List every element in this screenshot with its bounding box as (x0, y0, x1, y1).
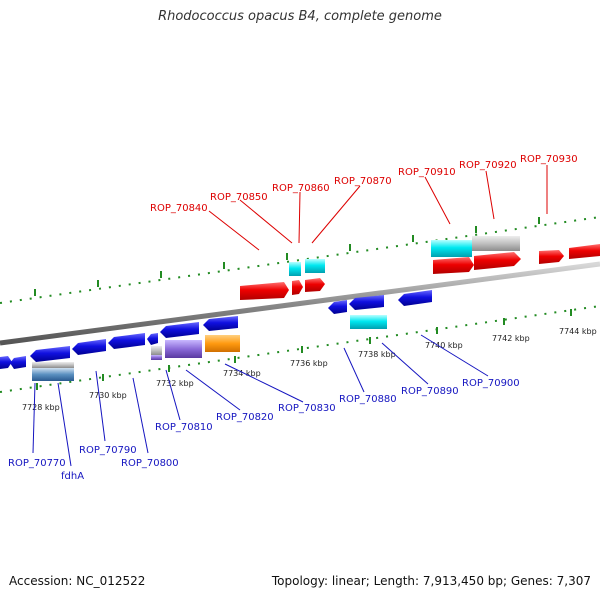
gene-box[interactable] (472, 236, 520, 251)
gene-arrow[interactable] (72, 339, 106, 355)
gene-arrow[interactable] (147, 333, 158, 345)
gene-box[interactable] (32, 362, 74, 368)
gene-box[interactable] (151, 346, 162, 355)
scale-labels: 7728 kbp 7730 kbp 7732 kbp 7734 kbp 7736… (22, 327, 597, 412)
gene-label[interactable]: ROP_70770 (8, 458, 66, 469)
scale-label: 7732 kbp (156, 379, 194, 388)
upper-major-ticks (34, 217, 540, 296)
gene-arrow[interactable] (160, 322, 199, 338)
gene-box[interactable] (305, 259, 325, 273)
scale-label: 7742 kbp (492, 334, 530, 343)
scale-label: 7728 kbp (22, 403, 60, 412)
gene-label[interactable]: ROP_70870 (334, 176, 392, 187)
gene-arrow[interactable] (0, 356, 12, 369)
scale-label: 7734 kbp (223, 369, 261, 378)
gene-label[interactable]: ROP_70860 (272, 183, 330, 194)
upper-tick-track (0, 216, 600, 304)
scale-label: 7730 kbp (89, 391, 127, 400)
lower-major-ticks (36, 309, 572, 390)
gene-label[interactable]: ROP_70890 (401, 386, 459, 397)
scale-label: 7740 kbp (425, 341, 463, 350)
gene-arrow[interactable] (305, 278, 325, 292)
lower-strand-genes (0, 290, 432, 381)
gene-label[interactable]: ROP_70920 (459, 160, 517, 171)
scale-label: 7738 kbp (358, 350, 396, 359)
gene-arrow[interactable] (433, 257, 474, 274)
lower-tick-track (0, 305, 600, 393)
upper-gene-labels: ROP_70840 ROP_70850 ROP_70860 ROP_70870 … (150, 154, 578, 214)
gene-label[interactable]: ROP_70850 (210, 192, 268, 203)
upper-leader-lines (208, 165, 548, 251)
genome-backbone (0, 261, 600, 346)
scale-label: 7736 kbp (290, 359, 328, 368)
gene-label[interactable]: ROP_70810 (155, 422, 213, 433)
gene-box[interactable] (205, 335, 240, 352)
gene-box[interactable] (431, 240, 472, 257)
gene-arrow[interactable] (10, 356, 26, 369)
gene-arrow[interactable] (569, 244, 600, 259)
gene-arrow[interactable] (349, 295, 384, 310)
gene-label[interactable]: ROP_70830 (278, 403, 336, 414)
gene-box[interactable] (289, 262, 301, 276)
gene-arrow[interactable] (30, 346, 70, 362)
gene-arrow[interactable] (240, 282, 289, 300)
gene-label[interactable]: ROP_70790 (79, 445, 137, 456)
gene-arrow[interactable] (203, 316, 238, 331)
gene-label[interactable]: ROP_70910 (398, 167, 456, 178)
gene-arrow[interactable] (328, 300, 347, 314)
gene-arrow[interactable] (398, 290, 432, 306)
map-title: Rhodococcus opacus B4, complete genome (158, 9, 442, 24)
gene-arrow[interactable] (292, 280, 303, 295)
gene-box[interactable] (350, 315, 387, 329)
gene-label[interactable]: ROP_70840 (150, 203, 208, 214)
gene-box[interactable] (151, 355, 162, 360)
gene-label[interactable]: ROP_70820 (216, 412, 274, 423)
genome-summary: Topology: linear; Length: 7,913,450 bp; … (271, 574, 591, 588)
gene-label[interactable]: ROP_70900 (462, 378, 520, 389)
gene-arrow[interactable] (108, 333, 145, 349)
scale-label: 7744 kbp (559, 327, 597, 336)
accession-text: Accession: NC_012522 (9, 574, 146, 588)
gene-label[interactable]: ROP_70880 (339, 394, 397, 405)
upper-strand-genes (240, 236, 600, 300)
gene-label[interactable]: ROP_70800 (121, 458, 179, 469)
gene-arrow[interactable] (539, 250, 564, 264)
gene-label[interactable]: ROP_70930 (520, 154, 578, 165)
gene-box[interactable] (165, 340, 202, 358)
lower-gene-labels: ROP_70770 fdhA ROP_70790 ROP_70800 ROP_7… (8, 378, 520, 482)
gene-arrow[interactable] (474, 252, 521, 270)
gene-box[interactable] (32, 368, 74, 381)
lower-leader-lines (32, 334, 489, 467)
gene-label[interactable]: fdhA (61, 471, 84, 482)
